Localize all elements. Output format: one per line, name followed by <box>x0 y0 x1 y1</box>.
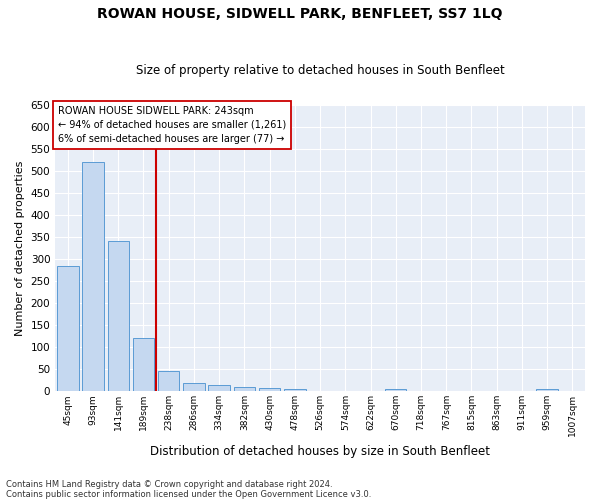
Bar <box>57 266 79 392</box>
Bar <box>385 389 406 392</box>
Bar <box>259 388 280 392</box>
Bar <box>284 389 305 392</box>
Bar <box>82 162 104 392</box>
Text: Contains public sector information licensed under the Open Government Licence v3: Contains public sector information licen… <box>6 490 371 499</box>
X-axis label: Distribution of detached houses by size in South Benfleet: Distribution of detached houses by size … <box>150 444 490 458</box>
Text: ROWAN HOUSE, SIDWELL PARK, BENFLEET, SS7 1LQ: ROWAN HOUSE, SIDWELL PARK, BENFLEET, SS7… <box>97 8 503 22</box>
Text: ROWAN HOUSE SIDWELL PARK: 243sqm
← 94% of detached houses are smaller (1,261)
6%: ROWAN HOUSE SIDWELL PARK: 243sqm ← 94% o… <box>58 106 286 144</box>
Bar <box>158 370 179 392</box>
Bar <box>233 387 255 392</box>
Bar <box>208 384 230 392</box>
Bar <box>133 338 154 392</box>
Bar <box>107 242 129 392</box>
Bar <box>183 384 205 392</box>
Title: Size of property relative to detached houses in South Benfleet: Size of property relative to detached ho… <box>136 64 505 77</box>
Y-axis label: Number of detached properties: Number of detached properties <box>15 160 25 336</box>
Bar <box>536 389 558 392</box>
Text: Contains HM Land Registry data © Crown copyright and database right 2024.: Contains HM Land Registry data © Crown c… <box>6 480 332 489</box>
